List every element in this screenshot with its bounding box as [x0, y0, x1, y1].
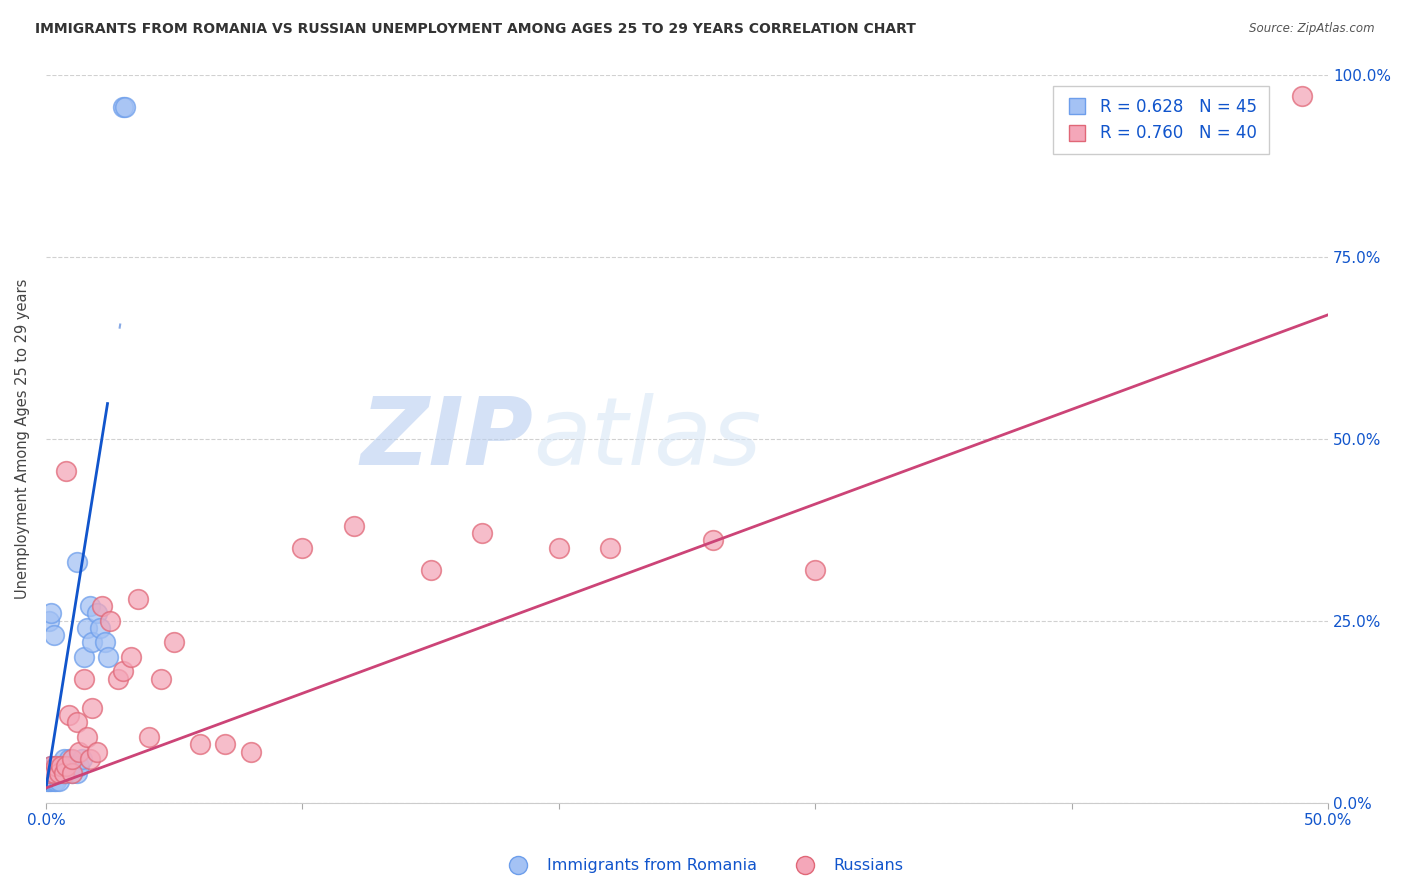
- Point: [55, 766, 77, 780]
- Point: [214, 737, 236, 751]
- Text: Source: ZipAtlas.com: Source: ZipAtlas.com: [1250, 22, 1375, 36]
- Text: ZIP: ZIP: [360, 392, 533, 484]
- Point: [419, 563, 441, 577]
- Point: [38, 773, 60, 788]
- Point: [94, 635, 117, 649]
- Point: [91, 599, 114, 613]
- Point: [45, 759, 67, 773]
- Point: [127, 591, 149, 606]
- Point: [52, 759, 75, 773]
- Point: [39, 759, 62, 773]
- Point: [55, 464, 77, 478]
- Point: [51, 759, 73, 773]
- Point: [98, 614, 121, 628]
- Point: [804, 563, 827, 577]
- Text: atlas: atlas: [533, 393, 762, 484]
- Point: [138, 730, 160, 744]
- Point: [73, 672, 96, 686]
- Point: [58, 708, 80, 723]
- Point: [38, 614, 60, 628]
- Point: [70, 752, 93, 766]
- Legend: R = 0.628   N = 45, R = 0.760   N = 40: R = 0.628 N = 45, R = 0.760 N = 40: [1053, 87, 1268, 154]
- Point: [42, 766, 65, 780]
- Point: [51, 766, 73, 780]
- Point: [702, 533, 724, 548]
- Point: [51, 759, 73, 773]
- Point: [89, 621, 111, 635]
- Point: [48, 759, 70, 773]
- Point: [48, 766, 70, 780]
- Y-axis label: Unemployment Among Ages 25 to 29 years: Unemployment Among Ages 25 to 29 years: [15, 278, 30, 599]
- Point: [111, 665, 134, 679]
- Point: [86, 606, 108, 620]
- Point: [82, 701, 104, 715]
- Point: [45, 766, 67, 780]
- Point: [52, 766, 75, 780]
- Point: [76, 621, 98, 635]
- Point: [48, 766, 70, 780]
- Point: [42, 759, 65, 773]
- Point: [599, 541, 621, 555]
- Point: [73, 649, 96, 664]
- Point: [60, 759, 83, 773]
- Point: [42, 773, 65, 788]
- Point: [58, 752, 80, 766]
- Point: [120, 649, 142, 664]
- Legend: Immigrants from Romania, Russians: Immigrants from Romania, Russians: [496, 852, 910, 880]
- Point: [66, 715, 89, 730]
- Point: [150, 672, 173, 686]
- Point: [60, 752, 83, 766]
- Point: [58, 759, 80, 773]
- Point: [41, 766, 63, 780]
- Point: [39, 773, 62, 788]
- Point: [52, 766, 75, 780]
- Point: [67, 745, 90, 759]
- Point: [79, 752, 101, 766]
- Point: [60, 766, 83, 780]
- Point: [39, 606, 62, 620]
- Point: [547, 541, 569, 555]
- Point: [111, 100, 134, 114]
- Point: [45, 773, 67, 788]
- Point: [38, 766, 60, 780]
- Point: [52, 752, 75, 766]
- Point: [39, 759, 62, 773]
- Point: [67, 759, 90, 773]
- Point: [38, 766, 60, 780]
- Point: [163, 635, 186, 649]
- Point: [79, 599, 101, 613]
- Point: [107, 672, 129, 686]
- Point: [96, 649, 118, 664]
- Point: [42, 766, 65, 780]
- Point: [343, 519, 366, 533]
- Point: [55, 759, 77, 773]
- Point: [66, 766, 89, 780]
- Text: IMMIGRANTS FROM ROMANIA VS RUSSIAN UNEMPLOYMENT AMONG AGES 25 TO 29 YEARS CORREL: IMMIGRANTS FROM ROMANIA VS RUSSIAN UNEMP…: [35, 22, 917, 37]
- Point: [291, 541, 314, 555]
- Point: [86, 745, 108, 759]
- Point: [37, 773, 59, 788]
- Point: [471, 526, 494, 541]
- Point: [48, 773, 70, 788]
- Point: [63, 759, 86, 773]
- Point: [82, 635, 104, 649]
- Point: [1291, 89, 1313, 103]
- Point: [240, 745, 263, 759]
- Point: [76, 730, 98, 744]
- Point: [66, 555, 89, 569]
- Point: [60, 766, 83, 780]
- Point: [42, 628, 65, 642]
- Point: [45, 759, 67, 773]
- Point: [55, 759, 77, 773]
- Point: [38, 766, 60, 780]
- Point: [188, 737, 211, 751]
- Point: [114, 100, 136, 114]
